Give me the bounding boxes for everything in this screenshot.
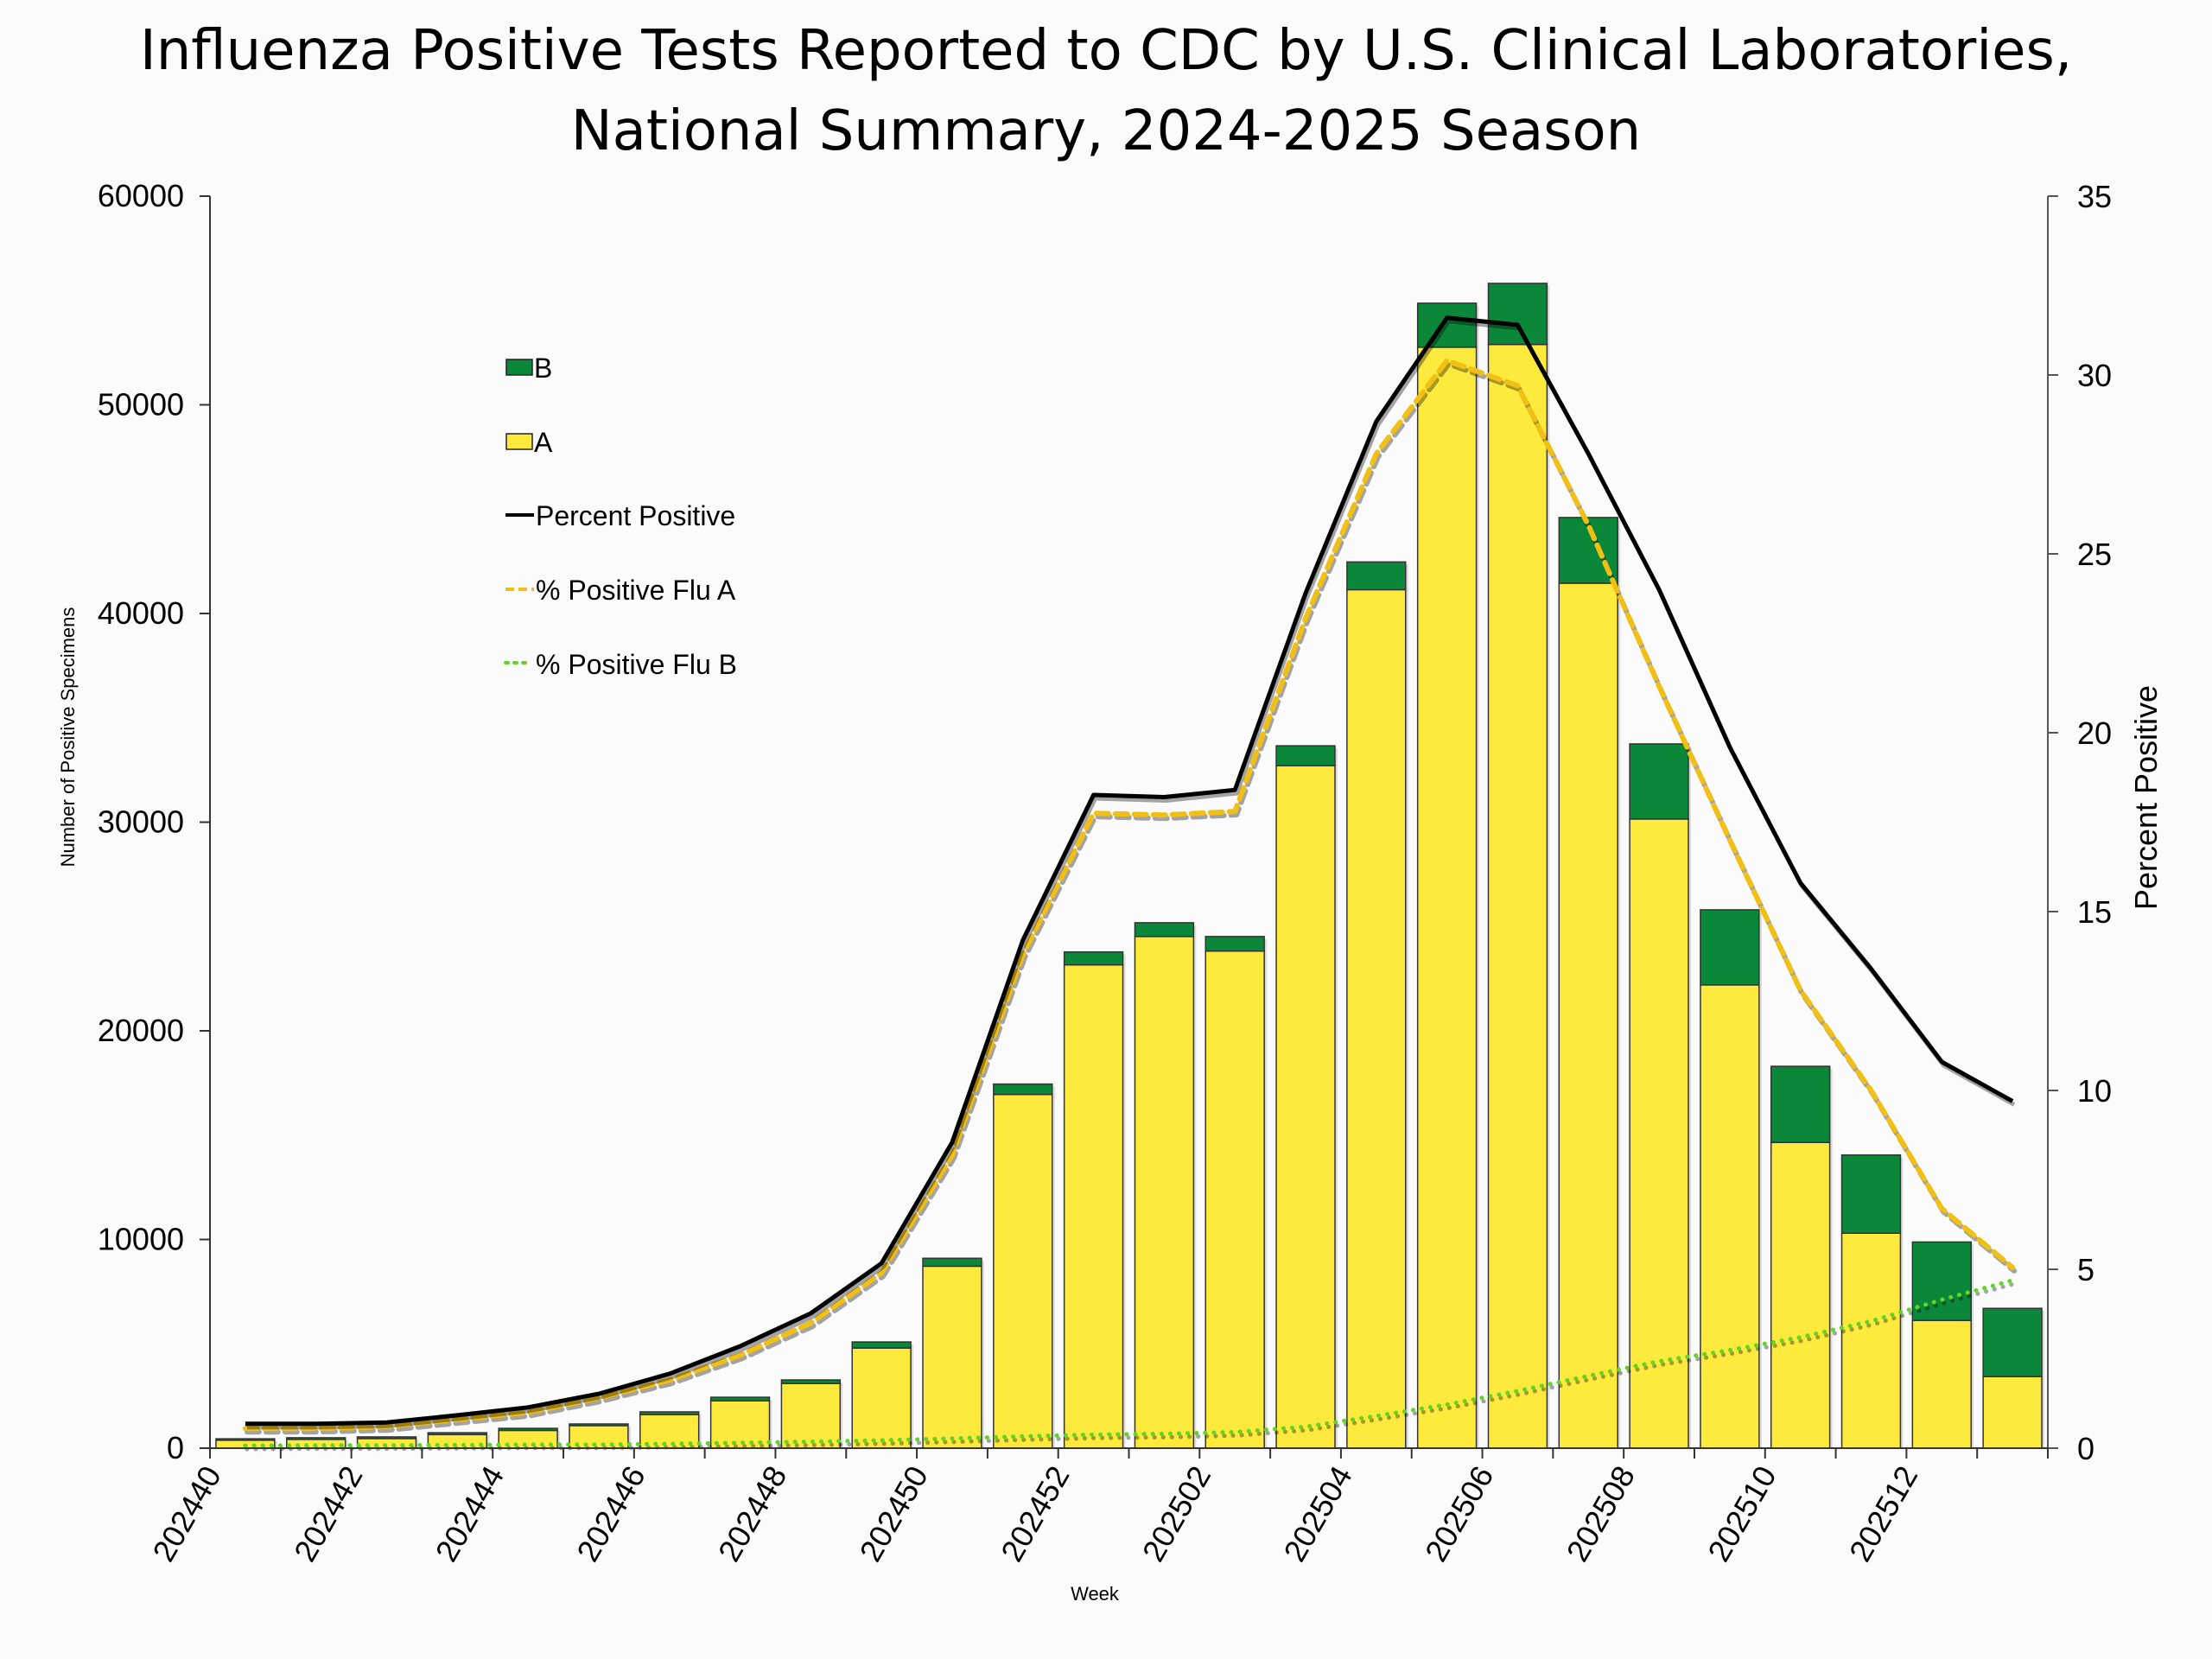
bar-b-202501: [1134, 922, 1195, 938]
y2-tick-label: 35: [2077, 179, 2112, 214]
lines-group: [242, 315, 2018, 1452]
bar-b-202452: [1063, 950, 1124, 966]
bar-b-202451: [993, 1083, 1053, 1096]
bar-a-202506: [1487, 343, 1548, 1449]
bar-a-202511: [1840, 1232, 1902, 1449]
bar-b-202511: [1840, 1154, 1902, 1235]
y-tick-label: 30000: [98, 804, 184, 840]
bar-b-202447: [709, 1396, 771, 1402]
x-axis-title: Week: [1071, 1583, 1120, 1605]
legend-item-flu-b: % Positive Flu B: [504, 649, 737, 680]
bar-b-202441: [286, 1437, 346, 1440]
bar-a-202446: [639, 1414, 700, 1449]
bar-a-202503: [1275, 765, 1336, 1449]
bar-b-202504: [1346, 561, 1407, 591]
bar-b-202508: [1629, 743, 1689, 820]
bar-b-202450: [922, 1257, 982, 1268]
legend-label-a: A: [534, 427, 553, 458]
legend: B A Percent Positive % Positive Flu A % …: [504, 353, 737, 680]
bar-b-202442: [356, 1436, 417, 1440]
bar-b-202449: [851, 1341, 912, 1349]
bar-a-202510: [1770, 1141, 1831, 1449]
legend-item-flu-a: % Positive Flu A: [505, 575, 736, 606]
bar-b-202505: [1416, 302, 1478, 348]
y2-tick-label: 20: [2077, 715, 2112, 751]
y2-axis-title: Percent Positive: [2128, 685, 2164, 910]
y-axis-title: Number of Positive Specimens: [57, 607, 79, 868]
bar-b-202513: [1982, 1307, 2043, 1377]
y-tick-label: 0: [167, 1430, 184, 1465]
bar-b-202503: [1275, 745, 1336, 766]
legend-item-b: B: [505, 353, 552, 384]
y2-tick-label: 5: [2077, 1252, 2094, 1287]
y-tick-label: 50000: [98, 387, 184, 423]
bar-b-202502: [1205, 936, 1265, 952]
legend-item-a: A: [505, 427, 553, 458]
bar-b-202440: [215, 1438, 276, 1441]
line-positive-flu-a: [242, 358, 2016, 1432]
bar-a-202450: [922, 1265, 982, 1449]
bar-a-202509: [1700, 984, 1760, 1449]
bar-a-202505: [1416, 346, 1478, 1449]
legend-label-percent-positive: Percent Positive: [536, 500, 735, 531]
legend-label-flu-a: % Positive Flu A: [536, 575, 736, 606]
y-tick-label: 40000: [98, 595, 184, 631]
bar-a-202452: [1063, 963, 1124, 1449]
legend-label-b: B: [534, 353, 552, 384]
y2-tick-label: 10: [2077, 1073, 2112, 1109]
bar-b-202446: [639, 1411, 700, 1415]
bar-b-202444: [498, 1427, 558, 1432]
legend-label-flu-b: % Positive Flu B: [536, 649, 737, 680]
y-tick-label: 20000: [98, 1013, 184, 1048]
chart-subtitle: National Summary, 2024-2025 Season: [571, 99, 1641, 163]
line-percent-positive: [245, 315, 2014, 1427]
chart-title: Influenza Positive Tests Reported to CDC…: [140, 19, 2072, 83]
bar-b-202510: [1770, 1065, 1831, 1143]
bar-b-202448: [780, 1379, 842, 1384]
y-tick-label: 10000: [98, 1222, 184, 1257]
bar-b-202443: [427, 1432, 488, 1436]
y2-tick-label: 15: [2077, 894, 2112, 930]
bar-a-202447: [709, 1400, 771, 1449]
bar-b-202509: [1700, 909, 1760, 986]
legend-swatch-a: [505, 433, 533, 450]
bar-a-202504: [1346, 588, 1407, 1449]
bars-group: [215, 283, 2045, 1449]
bar-a-202508: [1629, 818, 1689, 1449]
bar-b-202506: [1487, 283, 1548, 346]
bar-a-202451: [993, 1093, 1053, 1449]
y2-tick-label: 0: [2077, 1431, 2094, 1466]
bar-a-202513: [1982, 1376, 2043, 1449]
bar-a-202512: [1911, 1319, 1972, 1449]
bar-b-202445: [569, 1423, 629, 1427]
bar-a-202449: [851, 1347, 912, 1449]
bar-a-202502: [1205, 950, 1265, 1449]
bar-a-202507: [1558, 582, 1618, 1449]
bar-a-202501: [1134, 936, 1195, 1449]
bar-a-202448: [780, 1382, 842, 1449]
y2-tick-label: 30: [2077, 358, 2112, 393]
legend-swatch-b: [505, 359, 533, 376]
y2-tick-label: 25: [2077, 537, 2112, 572]
y-tick-label: 60000: [98, 178, 184, 213]
bar-b-202512: [1911, 1241, 1972, 1321]
legend-item-percent-positive: Percent Positive: [505, 500, 735, 531]
